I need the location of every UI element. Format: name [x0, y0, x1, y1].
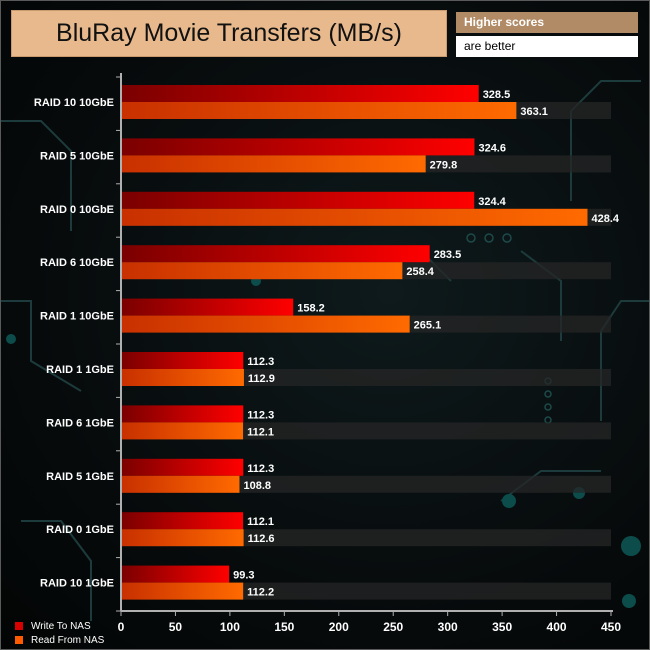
bar-write	[121, 405, 244, 423]
x-tick-label: 200	[329, 620, 349, 634]
are-better-note: are better	[456, 36, 638, 57]
data-label-write: 158.2	[297, 303, 325, 315]
data-label-write: 283.5	[434, 249, 462, 261]
higher-scores-note: Higher scores	[456, 12, 638, 33]
x-tick-label: 50	[169, 620, 183, 634]
legend-label-read: Read From NAS	[31, 634, 105, 646]
category-label: RAID 1 1GbE	[46, 364, 114, 376]
data-label-read: 112.6	[248, 533, 275, 545]
data-label-write: 112.3	[247, 463, 274, 475]
bar-read	[121, 369, 244, 386]
bar-read	[121, 102, 517, 119]
x-tick-label: 100	[220, 620, 240, 634]
bar-write	[121, 565, 230, 583]
chart-title: BluRay Movie Transfers (MB/s)	[11, 10, 447, 57]
bar-read	[121, 475, 240, 493]
x-tick-label: 400	[547, 620, 567, 634]
bar-write	[121, 458, 244, 476]
data-label-write: 112.3	[247, 356, 274, 368]
category-label: RAID 0 1GbE	[46, 524, 114, 536]
data-label-write: 324.4	[478, 196, 506, 208]
x-tick-label: 250	[383, 620, 403, 634]
bar-write	[121, 245, 430, 263]
data-label-write: 324.6	[478, 142, 506, 154]
legend-swatch-read	[15, 636, 23, 644]
legend-item-write: Write To NAS	[15, 619, 104, 633]
data-label-write: 99.3	[233, 570, 254, 582]
legend-item-read: Read From NAS	[15, 633, 104, 647]
category-label: RAID 1 10GbE	[40, 311, 114, 323]
data-label-read: 112.2	[247, 587, 274, 599]
legend-label-write: Write To NAS	[31, 620, 91, 632]
bar-read	[121, 582, 244, 600]
data-label-write: 112.3	[247, 409, 274, 421]
bar-write	[121, 298, 294, 316]
data-label-read: 112.1	[247, 426, 274, 438]
data-label-read: 265.1	[414, 320, 442, 332]
data-label-write: 328.5	[483, 89, 511, 101]
category-label: RAID 6 10GbE	[40, 257, 114, 269]
bar-write	[121, 352, 244, 369]
data-label-read: 363.1	[520, 106, 548, 118]
bar-write	[121, 138, 475, 156]
category-label: RAID 10 10GbE	[34, 97, 114, 109]
plot-band	[121, 422, 611, 440]
legend-swatch-write	[15, 622, 23, 630]
data-label-read: 258.4	[406, 266, 434, 278]
plot-band	[121, 582, 611, 600]
bar-write	[121, 512, 244, 530]
legend: Write To NAS Read From NAS	[15, 619, 104, 647]
bar-write	[121, 191, 475, 209]
plot-band	[121, 475, 611, 493]
bar-read	[121, 262, 403, 280]
bar-read	[121, 422, 244, 440]
x-tick-label: 450	[601, 620, 621, 634]
category-label: RAID 5 10GbE	[40, 150, 114, 162]
data-label-read: 108.8	[243, 480, 271, 492]
bar-read	[121, 155, 426, 173]
category-label: RAID 0 10GbE	[40, 204, 114, 216]
x-tick-label: 0	[118, 620, 125, 634]
bar-read	[121, 315, 410, 333]
x-tick-label: 300	[438, 620, 458, 634]
category-label: RAID 5 1GbE	[46, 471, 114, 483]
bar-read	[121, 529, 244, 547]
data-label-read: 428.4	[591, 213, 619, 225]
data-label-read: 279.8	[430, 159, 458, 171]
bar-write	[121, 85, 479, 102]
bar-read	[121, 208, 588, 226]
x-tick-label: 350	[492, 620, 512, 634]
category-label: RAID 6 1GbE	[46, 417, 114, 429]
x-tick-label: 150	[274, 620, 294, 634]
data-label-read: 112.9	[248, 373, 275, 385]
category-label: RAID 10 1GbE	[40, 578, 114, 590]
data-label-write: 112.1	[247, 516, 274, 528]
